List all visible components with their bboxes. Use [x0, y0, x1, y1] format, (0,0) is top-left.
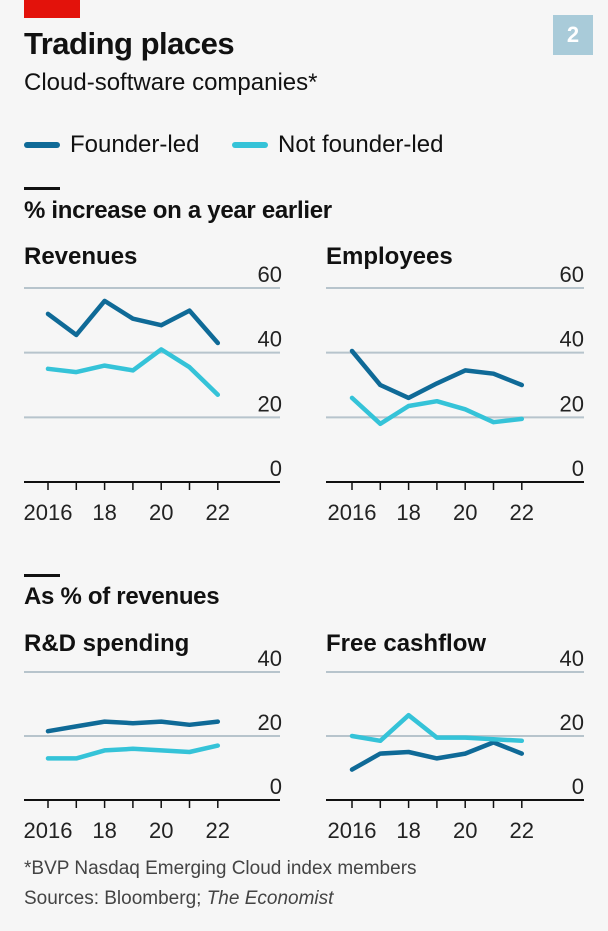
y-tick-label: 20: [560, 391, 584, 416]
sources-publication: The Economist: [206, 888, 334, 909]
x-tick-label: 20: [453, 500, 477, 525]
legend-label-founder-led: Founder-led: [70, 131, 200, 158]
x-tick-label: 22: [510, 818, 534, 843]
legend-label-not-founder-led: Not founder-led: [278, 131, 444, 158]
y-tick-label: 0: [572, 456, 584, 481]
y-tick-label: 20: [560, 710, 584, 735]
legend-swatch-founder-led: [24, 142, 60, 148]
x-tick-label: 2016: [328, 500, 377, 525]
series-line-not-founder-led: [45, 347, 221, 397]
series-line-founder-led: [45, 298, 221, 346]
sources: Sources: Bloomberg; The Economist: [24, 888, 333, 910]
legend-founder-led: Founder-led: [24, 131, 199, 159]
x-tick-label: 18: [396, 818, 420, 843]
x-tick-label: 20: [149, 500, 173, 525]
chart-panel-0: Revenues 0 20 40 60 2016 18 20 22: [24, 243, 282, 525]
chart-number-badge: 2: [553, 15, 593, 55]
legend-swatch-not-founder-led: [232, 142, 268, 148]
y-tick-label: 40: [258, 646, 282, 671]
panel-title: Employees: [326, 243, 453, 270]
legend-not-founder-led: Not founder-led: [232, 131, 443, 159]
y-tick-label: 20: [258, 710, 282, 735]
brand-red-tag: [24, 0, 80, 18]
series-line-founder-led: [45, 719, 221, 734]
chart-panel-1: Employees 0 20 40 60 2016 18 20 22: [326, 243, 584, 525]
y-tick-label: 0: [270, 774, 282, 799]
series-line-not-founder-led: [45, 743, 221, 761]
chart-subtitle: Cloud-software companies*: [24, 69, 318, 96]
x-tick-label: 18: [396, 500, 420, 525]
y-tick-label: 0: [270, 456, 282, 481]
panel-title: R&D spending: [24, 630, 189, 657]
series-line-founder-led: [349, 348, 525, 401]
y-tick-label: 40: [560, 646, 584, 671]
x-tick-label: 20: [149, 818, 173, 843]
chart-panel-3: Free cashflow 0 20 40 2016 18 20 22: [326, 630, 584, 843]
y-tick-label: 0: [572, 774, 584, 799]
y-tick-label: 20: [258, 391, 282, 416]
x-tick-label: 18: [92, 818, 116, 843]
series-line-not-founder-led: [349, 395, 525, 427]
series-line-founder-led: [349, 740, 525, 772]
panel-title: Revenues: [24, 243, 137, 270]
x-tick-label: 22: [206, 500, 230, 525]
x-tick-label: 22: [206, 818, 230, 843]
panel-title: Free cashflow: [326, 630, 486, 657]
x-tick-label: 22: [510, 500, 534, 525]
section-rule-share: [24, 574, 60, 577]
chart-title: Trading places: [24, 26, 235, 61]
chart-panel-2: R&D spending 0 20 40 2016 18 20 22: [24, 630, 282, 843]
y-tick-label: 40: [258, 327, 282, 352]
x-tick-label: 20: [453, 818, 477, 843]
section-label-growth: % increase on a year earlier: [24, 197, 332, 224]
section-rule-growth: [24, 187, 60, 190]
y-tick-label: 60: [560, 262, 584, 287]
x-tick-label: 2016: [24, 818, 73, 843]
footnote: *BVP Nasdaq Emerging Cloud index members: [24, 858, 417, 879]
sources-prefix: Sources: Bloomberg;: [24, 888, 207, 909]
x-tick-label: 18: [92, 500, 116, 525]
y-tick-label: 60: [258, 262, 282, 287]
section-label-share: As % of revenues: [24, 583, 220, 610]
y-tick-label: 40: [560, 327, 584, 352]
x-tick-label: 2016: [24, 500, 73, 525]
x-tick-label: 2016: [328, 818, 377, 843]
series-line-not-founder-led: [349, 712, 525, 744]
